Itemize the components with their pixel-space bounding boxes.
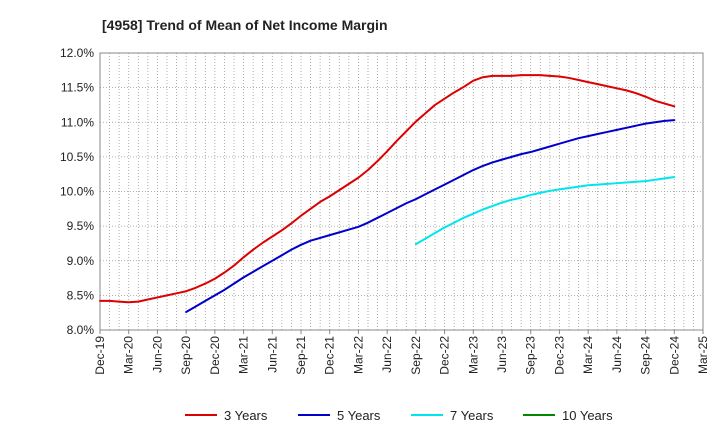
chart-title: [4958] Trend of Mean of Net Income Margi…: [102, 17, 388, 33]
y-tick-label: 12.0%: [60, 46, 94, 60]
x-tick-label: Mar-20: [122, 336, 136, 374]
y-tick-label: 8.5%: [67, 288, 95, 302]
series-lines: [99, 74, 676, 313]
y-tick-label: 10.0%: [60, 185, 94, 199]
x-tick-label: Sep-20: [179, 336, 193, 375]
x-tick-label: Mar-22: [351, 336, 365, 374]
legend-label: 5 Years: [337, 408, 381, 423]
grid: [100, 53, 703, 330]
x-tick-label: Jun-20: [150, 336, 164, 373]
x-tick-label: Jun-22: [380, 336, 394, 373]
y-tick-label: 11.5%: [61, 81, 94, 95]
y-tick-label: 10.5%: [60, 150, 94, 164]
x-tick-label: Dec-21: [323, 336, 337, 375]
x-tick-label: Sep-24: [639, 336, 653, 375]
plot-area: [100, 53, 703, 330]
x-tick-label: Mar-25: [696, 336, 710, 374]
axes: 8.0% 8.5% 9.0% 9.5% 10.0% 10.5% 11.0% 11.5% 12.0…: [60, 46, 710, 375]
y-tick-label: 8.0%: [67, 323, 95, 337]
x-tick-label: Mar-24: [581, 336, 595, 374]
y-tick-label: 9.5%: [67, 219, 95, 233]
y-tick-label: 11.0%: [61, 115, 94, 129]
x-tick-label: Dec-23: [552, 336, 566, 375]
x-tick-label: Sep-22: [409, 336, 423, 375]
y-tick-label: 9.0%: [67, 254, 95, 268]
x-tick-label: Mar-21: [237, 336, 251, 374]
plot-border: [99, 52, 704, 331]
series-line-5-years: [185, 119, 676, 313]
x-tick-label: Sep-23: [524, 336, 538, 375]
x-tick-label: Jun-23: [495, 336, 509, 373]
x-tick-label: Dec-22: [438, 336, 452, 375]
legend-label: 3 Years: [224, 408, 268, 423]
x-tick-label: Dec-19: [93, 336, 107, 375]
legend: 3 Years 5 Years 7 Years 10 Years: [185, 408, 613, 423]
x-tick-label: Jun-24: [610, 336, 624, 373]
series-line-7-years: [414, 175, 676, 246]
legend-label: 7 Years: [450, 408, 494, 423]
x-tick-label: Dec-20: [208, 336, 222, 375]
x-tick-label: Dec-24: [667, 336, 681, 375]
legend-label: 10 Years: [562, 408, 613, 423]
series-line-3-years: [99, 74, 676, 304]
x-tick-label: Sep-21: [294, 336, 308, 375]
x-tick-label: Mar-23: [466, 336, 480, 374]
x-tick-label: Jun-21: [265, 336, 279, 373]
